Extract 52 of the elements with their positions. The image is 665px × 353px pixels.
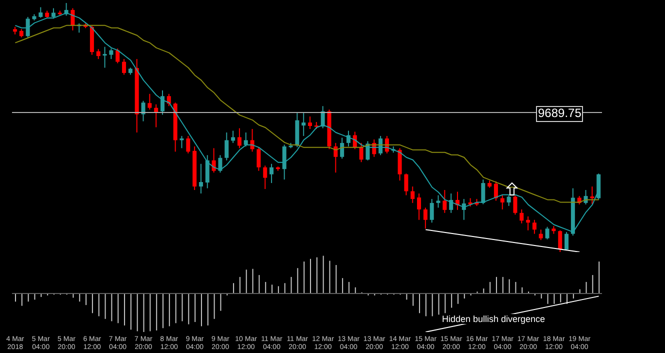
- candlestick: [270, 163, 274, 184]
- candlestick: [231, 130, 236, 144]
- candlestick: [558, 230, 562, 252]
- candlestick: [116, 48, 120, 64]
- candlestick: [263, 165, 268, 190]
- candlestick: [26, 16, 30, 38]
- candlestick: [417, 192, 422, 220]
- candlestick: [506, 194, 511, 206]
- candlestick: [500, 194, 504, 210]
- annotation: Hidden bullish divergence: [442, 314, 546, 324]
- candlestick: [352, 131, 357, 150]
- candlestick: [430, 198, 434, 224]
- candlestick: [237, 128, 242, 149]
- candlestick: [205, 154, 210, 189]
- candlestick: [256, 146, 261, 172]
- candlestick: [346, 130, 350, 147]
- candlestick: [481, 179, 486, 205]
- candlestick: [302, 112, 306, 136]
- candlestick: [96, 48, 100, 60]
- candlestick: [186, 135, 190, 154]
- candlestick: [538, 229, 543, 241]
- candlestick: [154, 104, 158, 128]
- candlestick: [102, 46, 107, 68]
- candlestick: [122, 58, 126, 76]
- candlestick: [359, 142, 364, 163]
- candlestick: [334, 142, 338, 174]
- candlestick: [532, 219, 536, 234]
- candlestick: [244, 132, 248, 147]
- candlestick: [513, 194, 518, 216]
- candlestick: [410, 186, 415, 204]
- candlestick: [494, 180, 498, 202]
- candlestick: [218, 154, 222, 174]
- candlestick: [148, 93, 152, 110]
- annotation: 9689.75: [536, 106, 584, 122]
- candlestick: [141, 100, 146, 122]
- candlestick: [449, 192, 454, 214]
- candlestick: [520, 208, 524, 224]
- candlestick: [526, 216, 530, 231]
- candlestick: [38, 6, 43, 18]
- candlestick: [404, 173, 408, 196]
- candlestick: [340, 137, 344, 160]
- candlestick: [442, 190, 447, 214]
- candlestick: [160, 90, 164, 116]
- candlestick: [109, 48, 114, 60]
- candlestick: [423, 207, 428, 230]
- candlestick: [308, 116, 312, 130]
- candlestick: [282, 144, 286, 180]
- candlestick: [564, 232, 569, 252]
- candlestick: [545, 226, 550, 240]
- candlestick: [198, 163, 203, 194]
- candlestick: [224, 132, 229, 161]
- candlestick: [436, 194, 440, 208]
